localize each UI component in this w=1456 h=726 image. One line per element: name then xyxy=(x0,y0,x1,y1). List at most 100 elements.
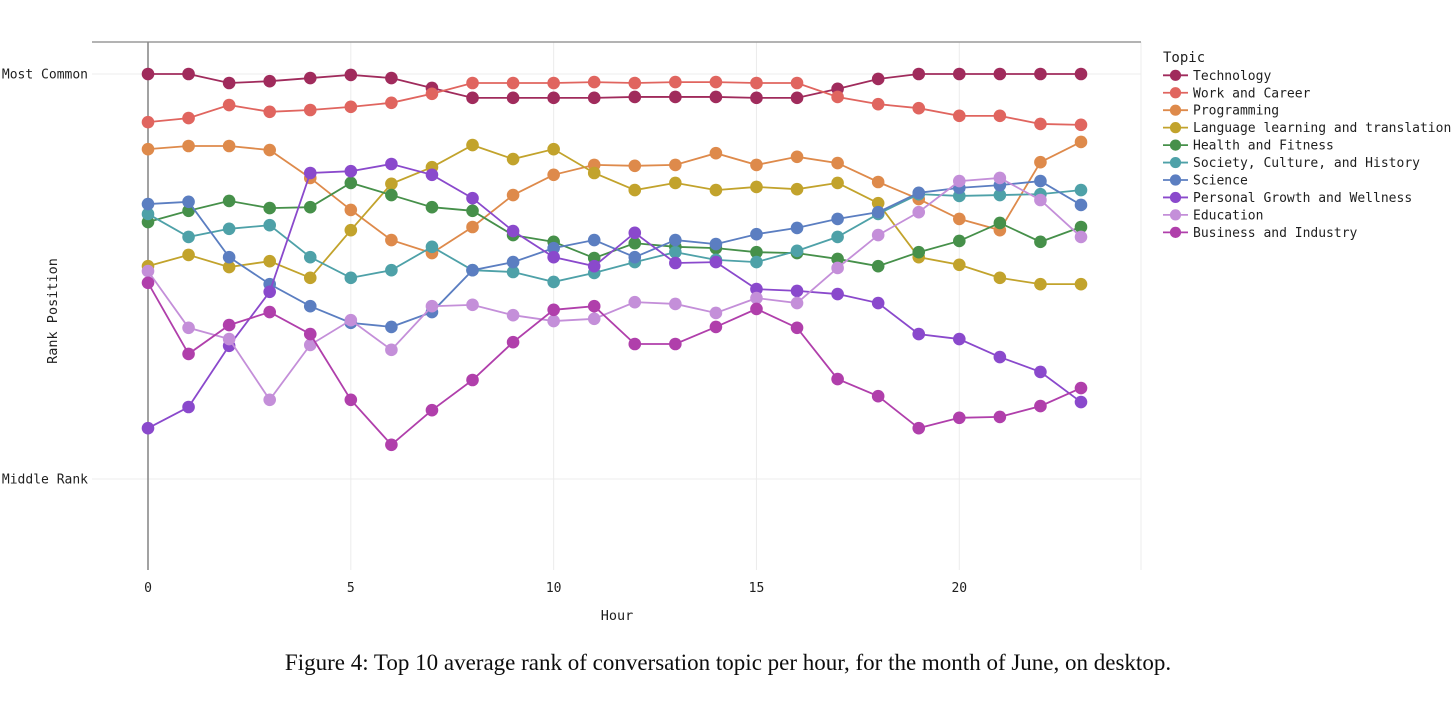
legend-label: Business and Industry xyxy=(1193,226,1358,241)
data-point-technology xyxy=(547,91,560,105)
data-point-health-and-fitness xyxy=(303,200,317,214)
data-point-personal-growth-and-wellness xyxy=(1034,365,1047,379)
legend-label: Programming xyxy=(1193,104,1279,119)
data-point-personal-growth-and-wellness xyxy=(628,226,642,240)
series-technology xyxy=(141,67,1088,105)
data-point-work-and-career xyxy=(385,96,398,110)
data-point-technology xyxy=(506,91,520,105)
data-point-personal-growth-and-wellness xyxy=(303,166,317,180)
data-point-technology xyxy=(182,67,195,81)
data-point-technology xyxy=(303,71,317,85)
data-point-society-culture-and-history xyxy=(506,265,520,279)
data-point-education xyxy=(669,297,682,311)
data-point-work-and-career xyxy=(993,109,1007,123)
data-point-business-and-industry xyxy=(506,335,520,349)
data-point-technology xyxy=(344,68,358,82)
data-point-business-and-industry xyxy=(871,389,885,403)
data-point-education xyxy=(587,312,601,326)
data-point-business-and-industry xyxy=(385,438,398,452)
data-point-health-and-fitness xyxy=(871,259,885,273)
data-point-personal-growth-and-wellness xyxy=(263,285,276,299)
data-point-language-learning-and-translation xyxy=(222,260,236,274)
data-point-personal-growth-and-wellness xyxy=(385,157,398,171)
data-point-work-and-career xyxy=(344,100,358,114)
data-point-society-culture-and-history xyxy=(669,245,682,259)
data-point-science xyxy=(466,263,479,277)
data-point-work-and-career xyxy=(182,111,195,125)
chart-canvas: 0 5 10 15 20 Most Common Middle Rank Hour Rank… xyxy=(2,41,1451,624)
data-point-education xyxy=(303,338,317,352)
data-point-society-culture-and-history xyxy=(1074,183,1088,197)
grid-layer xyxy=(92,42,1142,570)
data-point-business-and-industry xyxy=(709,320,723,334)
data-point-education xyxy=(709,306,723,320)
data-point-personal-growth-and-wellness xyxy=(547,250,560,264)
data-point-language-learning-and-translation xyxy=(1034,277,1047,291)
data-point-health-and-fitness xyxy=(912,245,926,259)
data-point-work-and-career xyxy=(263,105,276,119)
data-point-business-and-industry xyxy=(912,421,926,435)
data-point-education xyxy=(1034,193,1047,207)
data-point-health-and-fitness xyxy=(222,194,236,208)
data-point-programming xyxy=(466,220,479,234)
data-point-health-and-fitness xyxy=(628,236,642,250)
data-point-health-and-fitness xyxy=(1034,235,1047,249)
data-point-personal-growth-and-wellness xyxy=(709,255,723,269)
data-point-language-learning-and-translation xyxy=(709,183,723,197)
data-point-science xyxy=(141,197,155,211)
series-line-business-and-industry xyxy=(147,282,1082,447)
data-point-personal-growth-and-wellness xyxy=(993,350,1007,364)
data-point-programming xyxy=(1034,155,1047,169)
data-point-language-learning-and-translation xyxy=(790,182,804,196)
data-point-education xyxy=(871,228,885,242)
data-point-health-and-fitness xyxy=(182,204,195,218)
data-point-education xyxy=(750,291,763,305)
data-point-programming xyxy=(385,233,398,247)
series-line-education xyxy=(147,177,1082,402)
legend-item-health-and-fitness: Health and Fitness xyxy=(1163,139,1334,154)
data-point-education xyxy=(831,261,844,275)
data-point-technology xyxy=(587,91,601,105)
data-point-technology xyxy=(790,91,804,105)
data-point-technology xyxy=(750,91,763,105)
data-point-language-learning-and-translation xyxy=(344,223,358,237)
data-point-programming xyxy=(790,150,804,164)
data-point-technology xyxy=(993,67,1007,81)
data-point-society-culture-and-history xyxy=(182,230,195,244)
data-point-technology xyxy=(669,90,682,104)
legend-item-science: Science xyxy=(1163,174,1248,189)
data-point-health-and-fitness xyxy=(831,252,844,266)
x-tick-label: 0 xyxy=(144,581,152,596)
data-point-technology xyxy=(628,90,642,104)
data-point-society-culture-and-history xyxy=(547,275,560,289)
y-axis-title: Rank Position xyxy=(45,258,61,364)
legend-dot-marker xyxy=(1169,226,1182,238)
data-point-science xyxy=(385,320,398,334)
legend-dot-marker xyxy=(1169,122,1182,134)
data-point-science xyxy=(1074,198,1088,212)
data-point-technology xyxy=(912,67,926,81)
data-point-education xyxy=(506,308,520,322)
data-point-business-and-industry xyxy=(141,276,155,290)
x-axis-title: Hour xyxy=(601,608,634,624)
data-point-work-and-career xyxy=(669,75,682,89)
data-point-science xyxy=(222,250,236,264)
data-point-business-and-industry xyxy=(587,299,601,313)
series-business-and-industry xyxy=(141,276,1088,452)
data-point-language-learning-and-translation xyxy=(385,177,398,191)
data-point-personal-growth-and-wellness xyxy=(750,282,763,296)
data-point-work-and-career xyxy=(587,75,601,89)
data-point-business-and-industry xyxy=(1074,381,1088,395)
series-line-society-culture-and-history xyxy=(147,189,1082,283)
data-point-education xyxy=(993,171,1007,185)
data-point-programming xyxy=(141,142,155,156)
data-point-work-and-career xyxy=(871,97,885,111)
legend-label: Language learning and translation xyxy=(1193,121,1451,136)
data-point-language-learning-and-translation xyxy=(953,258,966,272)
legend-item-society-culture-and-history: Society, Culture, and History xyxy=(1163,156,1420,171)
data-point-personal-growth-and-wellness xyxy=(669,256,682,270)
data-point-science xyxy=(871,205,885,219)
data-point-programming xyxy=(871,175,885,189)
data-point-education xyxy=(263,393,276,407)
legend-label: Personal Growth and Wellness xyxy=(1193,191,1412,206)
